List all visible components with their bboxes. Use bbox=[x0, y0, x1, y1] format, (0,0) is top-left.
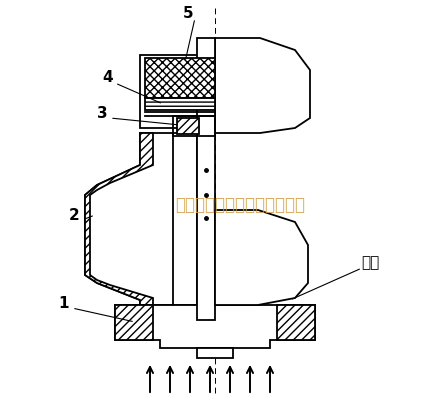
Bar bbox=[197, 38, 215, 320]
Polygon shape bbox=[277, 305, 315, 340]
Polygon shape bbox=[115, 305, 153, 340]
Text: 1: 1 bbox=[59, 295, 69, 310]
Text: 阀芯: 阀芯 bbox=[361, 256, 379, 270]
Polygon shape bbox=[215, 210, 308, 305]
Text: 5: 5 bbox=[183, 6, 193, 21]
Polygon shape bbox=[85, 133, 197, 305]
Text: 东莞市马赫机械设备有限公司: 东莞市马赫机械设备有限公司 bbox=[175, 196, 305, 214]
Bar bbox=[145, 58, 215, 98]
Bar bbox=[177, 118, 199, 134]
Bar bbox=[173, 116, 215, 136]
Bar bbox=[197, 348, 233, 358]
Text: 2: 2 bbox=[69, 208, 79, 222]
Polygon shape bbox=[85, 133, 153, 305]
Text: 4: 4 bbox=[103, 71, 113, 85]
Text: 3: 3 bbox=[97, 106, 107, 120]
Bar bbox=[145, 98, 215, 110]
Polygon shape bbox=[215, 38, 310, 133]
Polygon shape bbox=[115, 305, 315, 348]
Bar bbox=[140, 55, 215, 128]
